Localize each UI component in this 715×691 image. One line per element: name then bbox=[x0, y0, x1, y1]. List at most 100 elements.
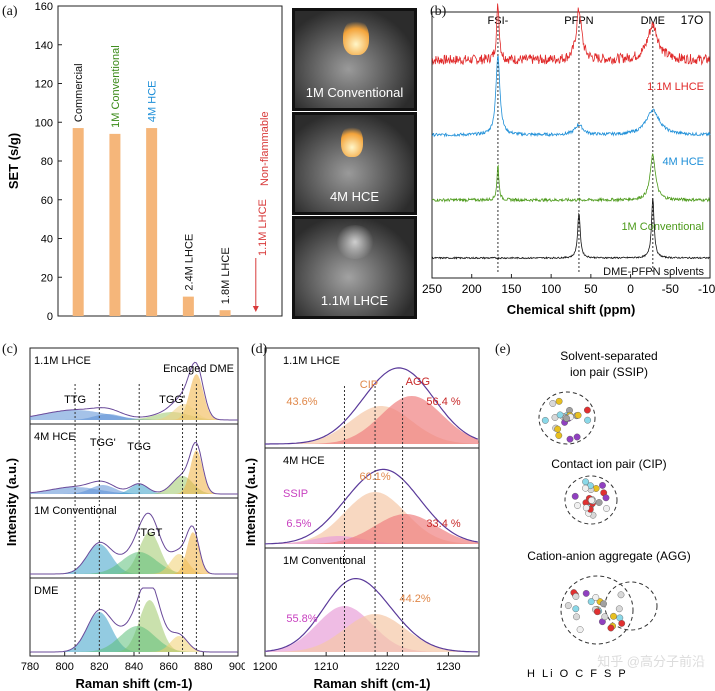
photo-caption: 1M Conventional bbox=[305, 85, 404, 100]
raman-dme-chart: 1.1M LHCE 4M HCE 1M Conventional DME TTG TGG'… bbox=[4, 347, 245, 691]
peak-label: DME bbox=[641, 15, 665, 27]
percent-label: 60.1% bbox=[359, 471, 390, 483]
flame-icon bbox=[343, 19, 369, 55]
atom bbox=[574, 411, 582, 419]
bar-label: Commercial bbox=[73, 63, 85, 122]
atom bbox=[574, 502, 581, 509]
atom bbox=[618, 619, 626, 627]
atom bbox=[576, 626, 584, 633]
atom bbox=[582, 504, 590, 512]
panel-c: (c) 1.1M LHCE 4M HCE 1M Conventional DME TTG… bbox=[0, 340, 245, 691]
x-tick-label: 100 bbox=[541, 282, 561, 296]
photo-1-1m-lhce: 1.1M LHCE bbox=[292, 216, 417, 319]
row-label: 1M Conventional bbox=[283, 555, 366, 567]
fit-component bbox=[30, 532, 238, 574]
x-tick-label: 820 bbox=[90, 661, 108, 673]
x-tick-label: 150 bbox=[501, 282, 521, 296]
x-tick-label: 880 bbox=[194, 661, 212, 673]
atom bbox=[602, 494, 610, 502]
x-axis-label: Raman shift (cm-1) bbox=[313, 676, 430, 691]
atom bbox=[599, 481, 606, 489]
panel-label-a: (a) bbox=[2, 4, 18, 19]
y-tick-label: 160 bbox=[35, 1, 53, 13]
y-tick-label: 140 bbox=[35, 40, 53, 52]
band-label: CIP bbox=[360, 379, 378, 391]
atom bbox=[556, 411, 564, 419]
atom bbox=[593, 608, 601, 616]
atom bbox=[582, 589, 590, 597]
y-axis-label: Intensity (a.u.) bbox=[4, 458, 19, 546]
percent-label: 55.8% bbox=[286, 613, 317, 625]
bar-label: 1M Conventional bbox=[110, 45, 122, 128]
x-tick-label: 1210 bbox=[314, 661, 338, 673]
spectrum-line bbox=[431, 153, 711, 203]
annotation: TGT bbox=[140, 527, 162, 539]
atom bbox=[601, 613, 609, 621]
row-label: 1.1M LHCE bbox=[283, 355, 340, 367]
structure-title: Cation-anion aggregate (AGG) bbox=[527, 549, 690, 563]
atom bbox=[617, 591, 625, 599]
nucleus-label: 17O bbox=[681, 13, 704, 27]
atom bbox=[584, 416, 592, 424]
percent-label: 43.6% bbox=[286, 396, 317, 408]
photo-1m-conventional: 1M Conventional bbox=[292, 8, 417, 111]
spectrum-line bbox=[431, 55, 711, 138]
percent-label: 33.4 % bbox=[426, 518, 460, 530]
fit-envelope bbox=[29, 361, 238, 421]
y-tick-label: 20 bbox=[41, 272, 53, 284]
row-label: 4M HCE bbox=[283, 455, 325, 467]
x-tick-label: 200 bbox=[462, 282, 482, 296]
photo-caption: 1.1M LHCE bbox=[320, 293, 389, 308]
panel-a: (a) 0 20 40 60 80 100 120 140 160 SET (s/g) Commer… bbox=[0, 0, 290, 330]
atom bbox=[554, 425, 562, 433]
fit-envelope bbox=[30, 512, 238, 575]
fit-component bbox=[265, 396, 479, 444]
fit-envelope bbox=[29, 442, 238, 495]
bar bbox=[146, 128, 158, 316]
bar-label: 4M HCE bbox=[147, 81, 159, 123]
x-tick-label: 780 bbox=[21, 661, 39, 673]
annotation: TGG bbox=[127, 441, 151, 453]
annotation: TGG' bbox=[159, 394, 185, 406]
x-tick-label: 250 bbox=[422, 282, 442, 296]
row-label: 1M Conventional bbox=[34, 505, 117, 517]
atom bbox=[573, 613, 580, 621]
nmr-spectra-chart: 250 200 150 100 50 0 -50 -100 Chemical shift (pp… bbox=[422, 3, 715, 317]
x-tick-label: 860 bbox=[159, 661, 177, 673]
fit-component bbox=[30, 410, 238, 420]
atom bbox=[582, 484, 589, 492]
atom bbox=[555, 397, 563, 405]
atom bbox=[615, 605, 623, 613]
raman-fsi-chart: 1.1M LHCE 4M HCE 1M Conventional CIP AGG 43.6… bbox=[245, 347, 480, 691]
annotation: TTG bbox=[64, 394, 86, 406]
spectrum-line bbox=[431, 3, 711, 66]
bar-chart-set: 0 20 40 60 80 100 120 140 160 SET (s/g) Commercial… bbox=[6, 1, 283, 323]
fit-envelope bbox=[30, 587, 238, 653]
y-tick-label: 100 bbox=[35, 117, 53, 129]
atom bbox=[549, 400, 557, 407]
fit-component bbox=[30, 626, 238, 652]
annotation: Encaged DME bbox=[163, 363, 234, 375]
y-tick-label: 80 bbox=[41, 156, 53, 168]
y-axis-label: SET (s/g) bbox=[6, 133, 21, 189]
structure-title: Contact ion pair (CIP) bbox=[551, 457, 666, 471]
atom bbox=[572, 605, 580, 613]
photo-4m-hce: 4M HCE bbox=[292, 112, 417, 215]
row-label: 4M HCE bbox=[34, 431, 76, 443]
cluster-boundary bbox=[560, 575, 634, 645]
plot-frame bbox=[264, 347, 480, 657]
band-label: AGG bbox=[406, 376, 430, 388]
atom bbox=[600, 600, 607, 608]
series-label: 1M Conventional bbox=[621, 221, 704, 233]
series-label: 1.1M LHCE bbox=[647, 81, 704, 93]
cluster-boundary bbox=[538, 391, 596, 445]
photo-caption: 4M HCE bbox=[329, 189, 380, 204]
atom bbox=[555, 432, 563, 439]
flame-icon bbox=[341, 125, 363, 157]
fit-envelope bbox=[264, 578, 478, 653]
fit-component bbox=[30, 484, 238, 494]
annotation: TGG' bbox=[90, 437, 116, 449]
structure-title: Solvent-separated bbox=[560, 349, 657, 363]
band-label: SSIP bbox=[283, 488, 308, 500]
